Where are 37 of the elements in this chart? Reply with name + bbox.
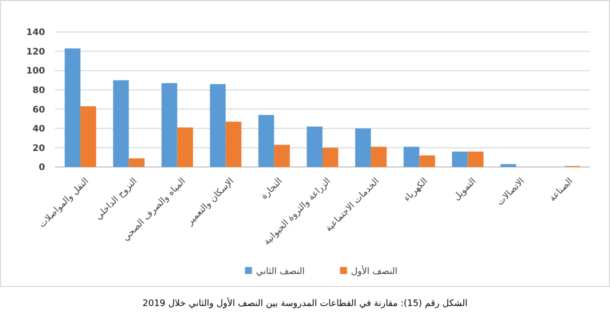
bar: [452, 152, 468, 167]
bar: [162, 83, 178, 167]
x-tick-label: الاتصالات: [495, 176, 527, 208]
x-tick-label: الكهرباء: [402, 176, 430, 204]
x-tick-label: التجارة: [260, 176, 285, 202]
bar: [64, 48, 80, 167]
y-tick-label: 80: [32, 86, 45, 96]
y-tick-label: 0: [38, 163, 45, 174]
legend-label: النصف الثاني: [256, 267, 305, 278]
bar: [226, 122, 242, 167]
bar: [404, 146, 420, 167]
bar: [113, 80, 129, 167]
bar: [80, 106, 96, 167]
bar: [128, 158, 145, 167]
bar: [419, 155, 436, 167]
bar: [210, 84, 226, 167]
bar: [274, 144, 290, 167]
bar: [322, 148, 338, 167]
x-tick-label: النقل والمواصلات: [38, 176, 91, 230]
y-tick-label: 140: [26, 28, 45, 38]
x-tick-label: الإسكان والتعمير: [184, 176, 236, 228]
legend-label: النصف الأول: [351, 265, 398, 278]
y-tick-label: 40: [32, 124, 45, 135]
y-tick-label: 120: [26, 47, 45, 58]
bar: [468, 152, 484, 167]
bar: [500, 164, 516, 167]
bar: [355, 128, 371, 167]
y-tick-label: 100: [26, 66, 45, 77]
x-tick-label: الصناعة: [548, 176, 576, 204]
bar: [306, 126, 322, 167]
y-tick-label: 20: [32, 144, 45, 154]
bar: [370, 146, 387, 167]
y-tick-label: 60: [32, 105, 45, 116]
bar: [258, 114, 274, 167]
text: الشكل رقم (15): مقارنة في القطاعات المدروسة بين النصف الأول والثاني خلال 2019: [142, 297, 468, 309]
x-tick-label: التمويل: [452, 176, 478, 203]
bar: [177, 127, 193, 167]
